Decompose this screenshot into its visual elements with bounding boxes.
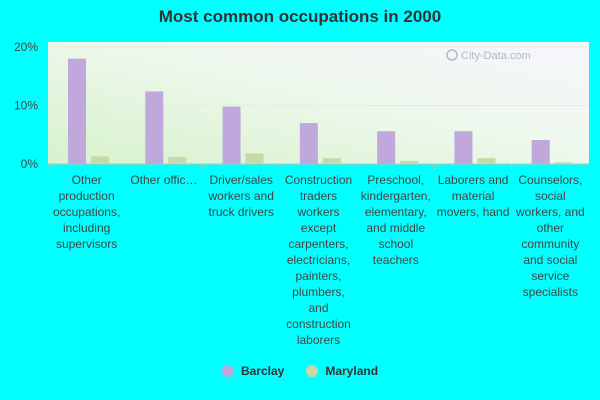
x-category-label: Other production occupations, including … xyxy=(52,173,121,251)
bar-maryland xyxy=(554,162,573,164)
bar-maryland xyxy=(322,158,341,164)
x-category-label: Construction traders workers except carp… xyxy=(284,173,353,347)
bar-barclay xyxy=(377,131,396,164)
bar-maryland xyxy=(91,156,109,164)
watermark-text: City-Data.com xyxy=(461,50,531,62)
bar-maryland xyxy=(400,161,419,164)
x-category-label: Counselors, social workers, and other co… xyxy=(515,173,585,299)
legend-item-maryland: Maryland xyxy=(306,364,378,378)
y-tick-label: 0% xyxy=(21,157,39,171)
chart-title: Most common occupations in 2000 xyxy=(158,7,442,26)
bar-barclay xyxy=(145,91,164,164)
legend-item-barclay: Barclay xyxy=(221,364,285,378)
x-category-label: Other offic… xyxy=(130,173,198,187)
plot-background xyxy=(48,42,589,164)
x-category-label: Driver/sales workers and truck drivers xyxy=(208,173,274,219)
legend-label-barclay: Barclay xyxy=(240,364,285,378)
magnifier-icon xyxy=(446,49,458,61)
bar-maryland xyxy=(168,156,187,164)
y-tick-label: 10% xyxy=(14,99,38,113)
bar-barclay xyxy=(454,131,473,164)
bar-maryland xyxy=(477,158,496,164)
legend: Barclay Maryland xyxy=(0,364,600,378)
bar-barclay xyxy=(68,58,86,165)
y-tick-label: 20% xyxy=(14,40,38,54)
x-category-label: Preschool, kindergarten, elementary, and… xyxy=(360,173,431,267)
legend-swatch-barclay xyxy=(221,365,234,377)
bar-maryland xyxy=(245,153,264,164)
bar-barclay xyxy=(531,140,550,164)
legend-label-maryland: Maryland xyxy=(325,364,379,378)
legend-swatch-maryland xyxy=(306,365,319,377)
bar-barclay xyxy=(222,106,241,164)
watermark: City-Data.com xyxy=(446,49,531,62)
x-category-label: Laborers and material movers, hand xyxy=(436,173,510,219)
bar-barclay xyxy=(299,123,318,164)
